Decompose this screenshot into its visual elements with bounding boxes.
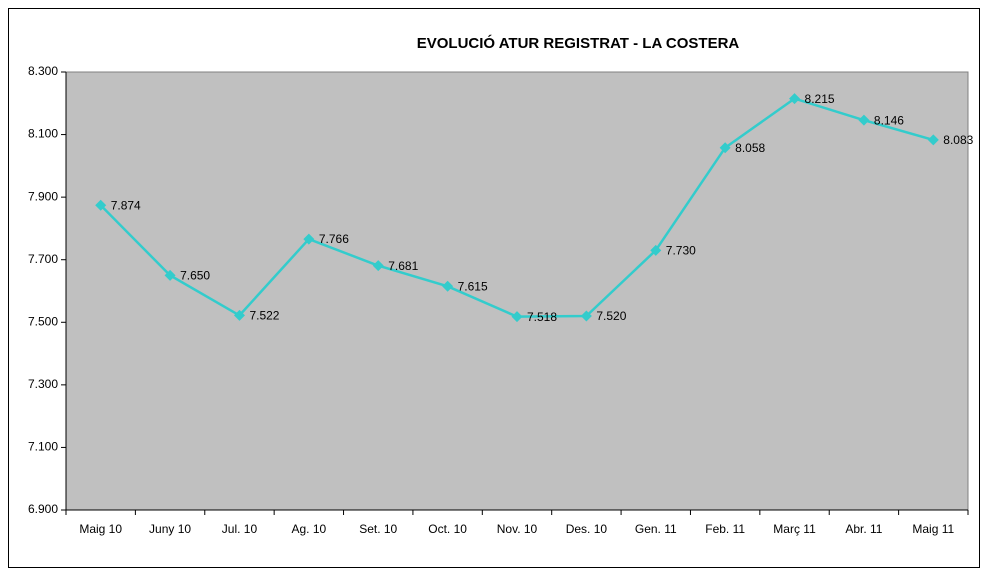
y-tick-label: 7.100 [28, 440, 58, 454]
data-label: 7.730 [666, 244, 696, 258]
data-point [858, 114, 870, 126]
data-point [303, 233, 315, 245]
data-label: 7.522 [249, 309, 279, 323]
x-tick-label: Nov. 10 [497, 522, 538, 536]
x-tick-label: Abr. 11 [845, 522, 882, 536]
data-label: 8.058 [735, 141, 765, 155]
y-tick-label: 7.300 [28, 377, 58, 391]
data-point [442, 280, 454, 292]
data-point [164, 269, 176, 281]
data-label: 7.681 [388, 259, 418, 273]
x-tick-label: Oct. 10 [428, 522, 467, 536]
data-point [650, 244, 662, 256]
x-tick-label: Feb. 11 [705, 522, 745, 536]
x-tick-label: Març 11 [773, 522, 816, 536]
x-tick-label: Set. 10 [359, 522, 397, 536]
data-point [789, 93, 801, 105]
x-tick-label: Maig 10 [79, 522, 122, 536]
data-label: 7.650 [180, 269, 210, 283]
y-tick-label: 7.500 [28, 314, 58, 328]
y-tick-label: 6.900 [28, 502, 58, 516]
x-tick-label: Maig 11 [912, 522, 954, 536]
plot-area [65, 71, 969, 511]
data-point [927, 134, 939, 146]
data-label: 7.520 [596, 309, 626, 323]
data-point [719, 142, 731, 154]
data-label: 8.215 [805, 92, 835, 106]
data-point [511, 311, 523, 323]
y-tick-label: 8.100 [28, 127, 58, 141]
y-tick-label: 7.700 [28, 252, 58, 266]
chart-title: EVOLUCIÓ ATUR REGISTRAT - LA COSTERA [417, 34, 740, 52]
data-label: 7.615 [458, 279, 488, 293]
x-tick-label: Gen. 11 [635, 522, 677, 536]
data-label: 8.083 [943, 133, 973, 147]
x-tick-label: Juny 10 [149, 522, 191, 536]
data-point [372, 260, 384, 272]
x-tick-label: Jul. 10 [222, 522, 258, 536]
data-label: 7.518 [527, 310, 557, 324]
x-tick-label: Des. 10 [566, 522, 608, 536]
data-point [95, 199, 107, 211]
x-tick-label: Ag. 10 [291, 522, 326, 536]
y-tick-label: 8.300 [28, 64, 58, 78]
data-point [233, 309, 245, 321]
data-point [580, 310, 592, 322]
data-label: 7.766 [319, 232, 349, 246]
y-tick-label: 7.900 [28, 189, 58, 203]
data-label: 8.146 [874, 113, 904, 127]
data-label: 7.874 [111, 198, 141, 212]
